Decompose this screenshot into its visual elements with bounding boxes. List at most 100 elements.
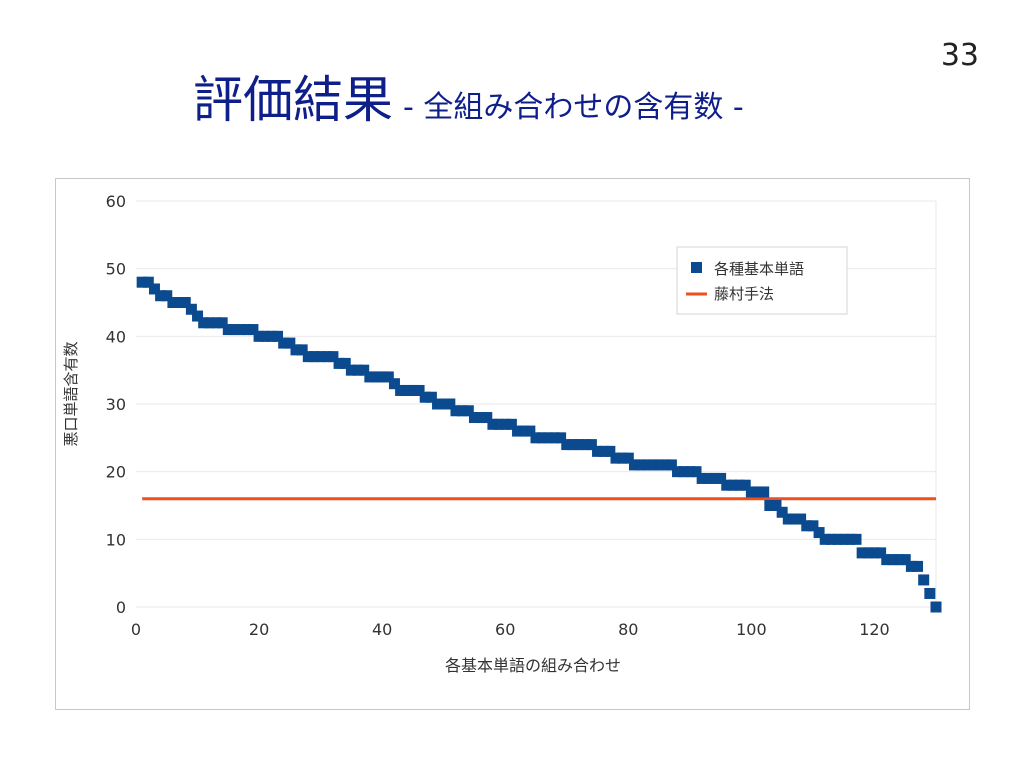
legend-label-series1: 各種基本単語	[714, 260, 804, 278]
data-point	[265, 330, 277, 342]
data-point	[856, 547, 868, 559]
data-point	[235, 324, 247, 336]
data-point	[672, 466, 684, 478]
y-tick-label: 20	[106, 463, 126, 482]
data-point	[327, 351, 339, 363]
data-point	[641, 459, 653, 471]
data-point	[838, 533, 850, 545]
data-point	[364, 371, 376, 383]
data-point	[542, 432, 554, 444]
data-point	[222, 324, 234, 336]
data-point	[192, 310, 204, 322]
y-tick-label: 40	[106, 327, 126, 346]
data-point	[155, 290, 167, 302]
data-point	[530, 432, 542, 444]
data-point	[308, 351, 320, 363]
x-tick-label: 100	[736, 620, 767, 639]
y-axis-label: 悪口単語含有数	[62, 341, 80, 446]
data-point	[241, 324, 253, 336]
data-point	[493, 418, 505, 430]
data-point	[887, 554, 899, 566]
legend-marker-series1	[691, 262, 702, 273]
data-point	[567, 439, 579, 451]
x-tick-label: 60	[495, 620, 515, 639]
data-point	[413, 384, 425, 396]
data-point	[604, 445, 616, 457]
data-point	[862, 547, 874, 559]
data-point	[536, 432, 548, 444]
data-point	[247, 324, 259, 336]
slide-title-sub: - 全組み合わせの含有数 -	[403, 90, 744, 125]
data-point	[782, 513, 794, 525]
data-point	[788, 513, 800, 525]
data-point	[370, 371, 382, 383]
data-point	[456, 405, 468, 417]
data-point	[407, 384, 419, 396]
data-point	[228, 324, 240, 336]
slide-number: 33	[940, 38, 979, 73]
data-point	[555, 432, 567, 444]
data-point	[696, 472, 708, 484]
data-point	[425, 391, 437, 403]
data-point	[352, 364, 364, 376]
data-point	[653, 459, 665, 471]
y-tick-label: 60	[106, 192, 126, 211]
legend-label-series2: 藤村手法	[714, 285, 774, 303]
data-point	[376, 371, 388, 383]
data-point	[721, 479, 733, 491]
data-point	[573, 439, 585, 451]
slide-title: 評価結果 - 全組み合わせの含有数 -	[193, 60, 744, 132]
data-point	[912, 560, 924, 572]
data-point	[339, 357, 351, 369]
data-point	[733, 479, 745, 491]
data-point	[136, 276, 148, 288]
data-point	[185, 303, 197, 315]
marker-series	[136, 276, 942, 613]
data-point	[628, 459, 640, 471]
data-point	[825, 533, 837, 545]
data-point	[487, 418, 499, 430]
data-point	[499, 418, 511, 430]
data-point	[918, 574, 930, 586]
data-point	[899, 554, 911, 566]
y-tick-label: 10	[106, 530, 126, 549]
data-point	[395, 384, 407, 396]
data-point	[358, 364, 370, 376]
data-point	[635, 459, 647, 471]
data-point	[548, 432, 560, 444]
data-point	[272, 330, 284, 342]
data-point	[795, 513, 807, 525]
data-point	[210, 317, 222, 329]
data-point	[302, 351, 314, 363]
data-point	[198, 317, 210, 329]
data-point	[438, 398, 450, 410]
data-point	[930, 601, 942, 613]
data-point	[819, 533, 831, 545]
data-point	[868, 547, 880, 559]
data-point	[290, 344, 302, 356]
data-point	[444, 398, 456, 410]
data-point	[432, 398, 444, 410]
data-point	[468, 412, 480, 424]
data-point	[616, 452, 628, 464]
data-point	[610, 452, 622, 464]
x-tick-label: 20	[249, 620, 269, 639]
x-axis-label: 各基本単語の組み合わせ	[445, 656, 621, 675]
data-point	[665, 459, 677, 471]
data-point	[512, 425, 524, 437]
data-point	[764, 500, 776, 511]
data-point	[801, 520, 813, 532]
data-point	[598, 445, 610, 457]
data-point	[579, 439, 591, 451]
y-tick-label: 30	[106, 395, 126, 414]
data-point	[585, 439, 597, 451]
data-point	[278, 337, 290, 349]
data-point	[924, 587, 936, 599]
data-point	[647, 459, 659, 471]
data-point	[216, 317, 228, 329]
data-point	[715, 472, 727, 484]
data-point	[321, 351, 333, 363]
data-point	[284, 337, 296, 349]
data-point	[770, 500, 782, 511]
data-point	[179, 297, 191, 308]
